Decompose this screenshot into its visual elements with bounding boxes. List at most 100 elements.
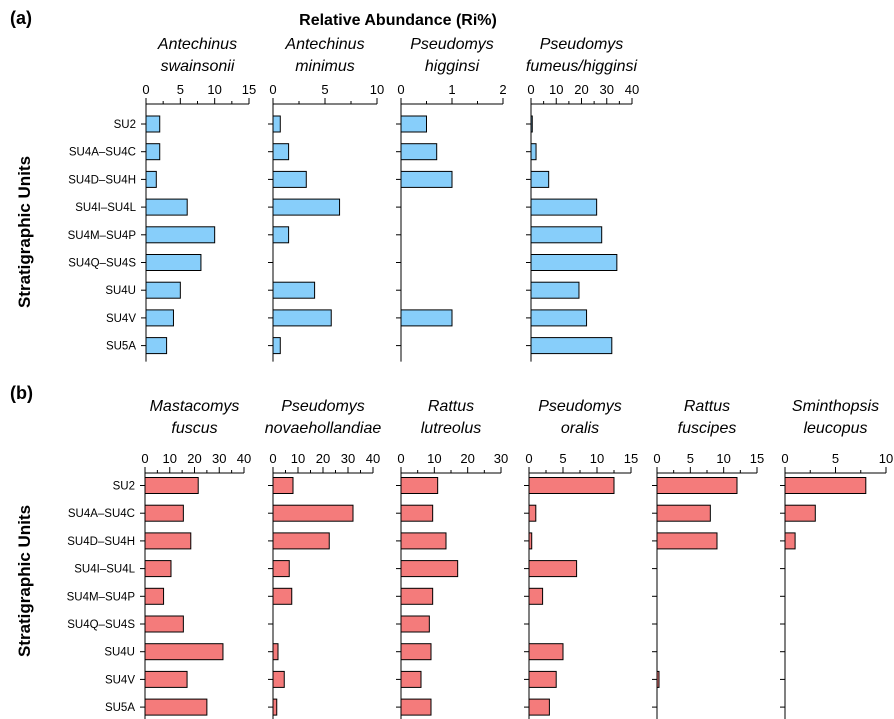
x-tick-label: 5 — [559, 451, 566, 466]
x-tick-label: 30 — [212, 451, 226, 466]
bar — [272, 170, 307, 188]
bar — [272, 560, 290, 578]
bar — [272, 698, 278, 716]
bar — [144, 504, 184, 522]
x-tick-label: 10 — [427, 451, 441, 466]
bar — [144, 615, 184, 633]
bar — [530, 170, 550, 188]
bar — [272, 643, 279, 661]
bar — [144, 532, 192, 550]
figure-title: Relative Abundance (Ri%) — [299, 12, 497, 29]
bar — [144, 670, 188, 688]
x-tick-label: 15 — [624, 451, 638, 466]
bar — [145, 198, 188, 216]
category-label: SU4U — [104, 647, 135, 659]
x-tick-label: 0 — [141, 451, 148, 466]
x-tick-label: 20 — [316, 451, 330, 466]
bar — [400, 643, 432, 661]
bar — [272, 115, 281, 133]
x-tick-label: 0 — [269, 451, 276, 466]
bar — [400, 532, 447, 550]
species-name: fuscus — [171, 420, 217, 437]
x-tick-label: 5 — [177, 82, 184, 97]
bar — [530, 337, 613, 355]
bar — [144, 587, 165, 605]
x-tick-label: 5 — [832, 451, 839, 466]
category-label: SU4A–SU4C — [68, 508, 135, 520]
x-tick-label: 10 — [291, 451, 305, 466]
category-label: SU4D–SU4H — [67, 536, 135, 548]
x-tick-label: 15 — [750, 451, 764, 466]
bar — [400, 115, 427, 133]
subchart-antechinus-swainsonii: Antechinus swainsonii 0 5 10 15 — [141, 36, 256, 362]
x-tick-label: 20 — [187, 451, 201, 466]
bar — [400, 698, 432, 716]
x-tick-label: 40 — [237, 451, 251, 466]
x-tick-label: 10 — [370, 82, 384, 97]
category-label: SU5A — [106, 341, 136, 353]
bar — [272, 670, 285, 688]
bar — [528, 560, 578, 578]
bar — [272, 143, 290, 161]
bar — [400, 560, 459, 578]
category-label: SU4M–SU4P — [68, 230, 137, 242]
panel-a-label: (a) — [10, 8, 32, 28]
bar — [145, 337, 168, 355]
x-tick-label: 0 — [397, 451, 404, 466]
bar — [144, 560, 172, 578]
x-tick-label: 30 — [494, 451, 508, 466]
panel-b: SU2 SU4A–SU4C SU4D–SU4H SU4I–SU4L SU4M–SU4P S… — [67, 398, 893, 719]
bar — [400, 477, 439, 494]
bar — [784, 504, 816, 522]
x-tick-label: 10 — [207, 82, 221, 97]
x-tick-label: 40 — [366, 451, 380, 466]
species-name: Pseudomys — [281, 398, 365, 415]
species-name: lutreolus — [421, 420, 481, 437]
x-tick-label: 0 — [269, 82, 276, 97]
panel-a-ylabel: Stratigraphic Units — [15, 156, 34, 308]
x-tick-label: 0 — [527, 82, 534, 97]
x-tick-label: 10 — [716, 451, 730, 466]
x-tick-label: 0 — [142, 82, 149, 97]
species-name: higginsi — [425, 58, 480, 75]
subchart-pseudomys-novaehollandiae: Pseudomys novaehollandiae 0 10 20 30 40 — [265, 398, 381, 719]
x-tick-label: 10 — [163, 451, 177, 466]
x-tick-label: 2 — [499, 82, 506, 97]
bar — [784, 477, 867, 494]
bar — [528, 504, 537, 522]
species-name: oralis — [561, 420, 599, 437]
category-label: SU2 — [113, 481, 135, 493]
x-tick-label: 15 — [242, 82, 256, 97]
subchart-mastacomys-fuscus: Mastacomys fuscus 0 10 20 30 40 — [140, 398, 251, 719]
x-tick-label: 5 — [687, 451, 694, 466]
x-tick-label: 20 — [460, 451, 474, 466]
species-name: Pseudomys — [538, 398, 622, 415]
category-label: SU4U — [105, 285, 136, 297]
bar — [530, 281, 580, 299]
x-tick-label: 10 — [879, 451, 893, 466]
category-label: SU2 — [114, 119, 136, 131]
bar — [144, 698, 208, 716]
bar — [528, 587, 544, 605]
bar — [272, 198, 341, 216]
bar — [656, 670, 660, 688]
bar — [144, 643, 224, 661]
bar — [656, 504, 711, 522]
x-tick-label: 20 — [574, 82, 588, 97]
x-tick-label: 30 — [600, 82, 614, 97]
category-label: SU4V — [106, 313, 136, 325]
bar — [530, 143, 537, 161]
x-tick-label: 10 — [590, 451, 604, 466]
category-label: SU4I–SU4L — [75, 202, 136, 214]
x-tick-label: 0 — [653, 451, 660, 466]
species-name: Antechinus — [157, 36, 237, 53]
x-tick-label: 40 — [625, 82, 639, 97]
bar — [272, 226, 290, 244]
category-label: SU4D–SU4H — [68, 174, 136, 186]
category-label: SU4V — [105, 674, 135, 686]
category-label: SU4Q–SU4S — [67, 619, 135, 631]
bar — [528, 532, 533, 550]
bar — [272, 587, 293, 605]
bar — [272, 309, 332, 327]
x-tick-label: 10 — [549, 82, 563, 97]
